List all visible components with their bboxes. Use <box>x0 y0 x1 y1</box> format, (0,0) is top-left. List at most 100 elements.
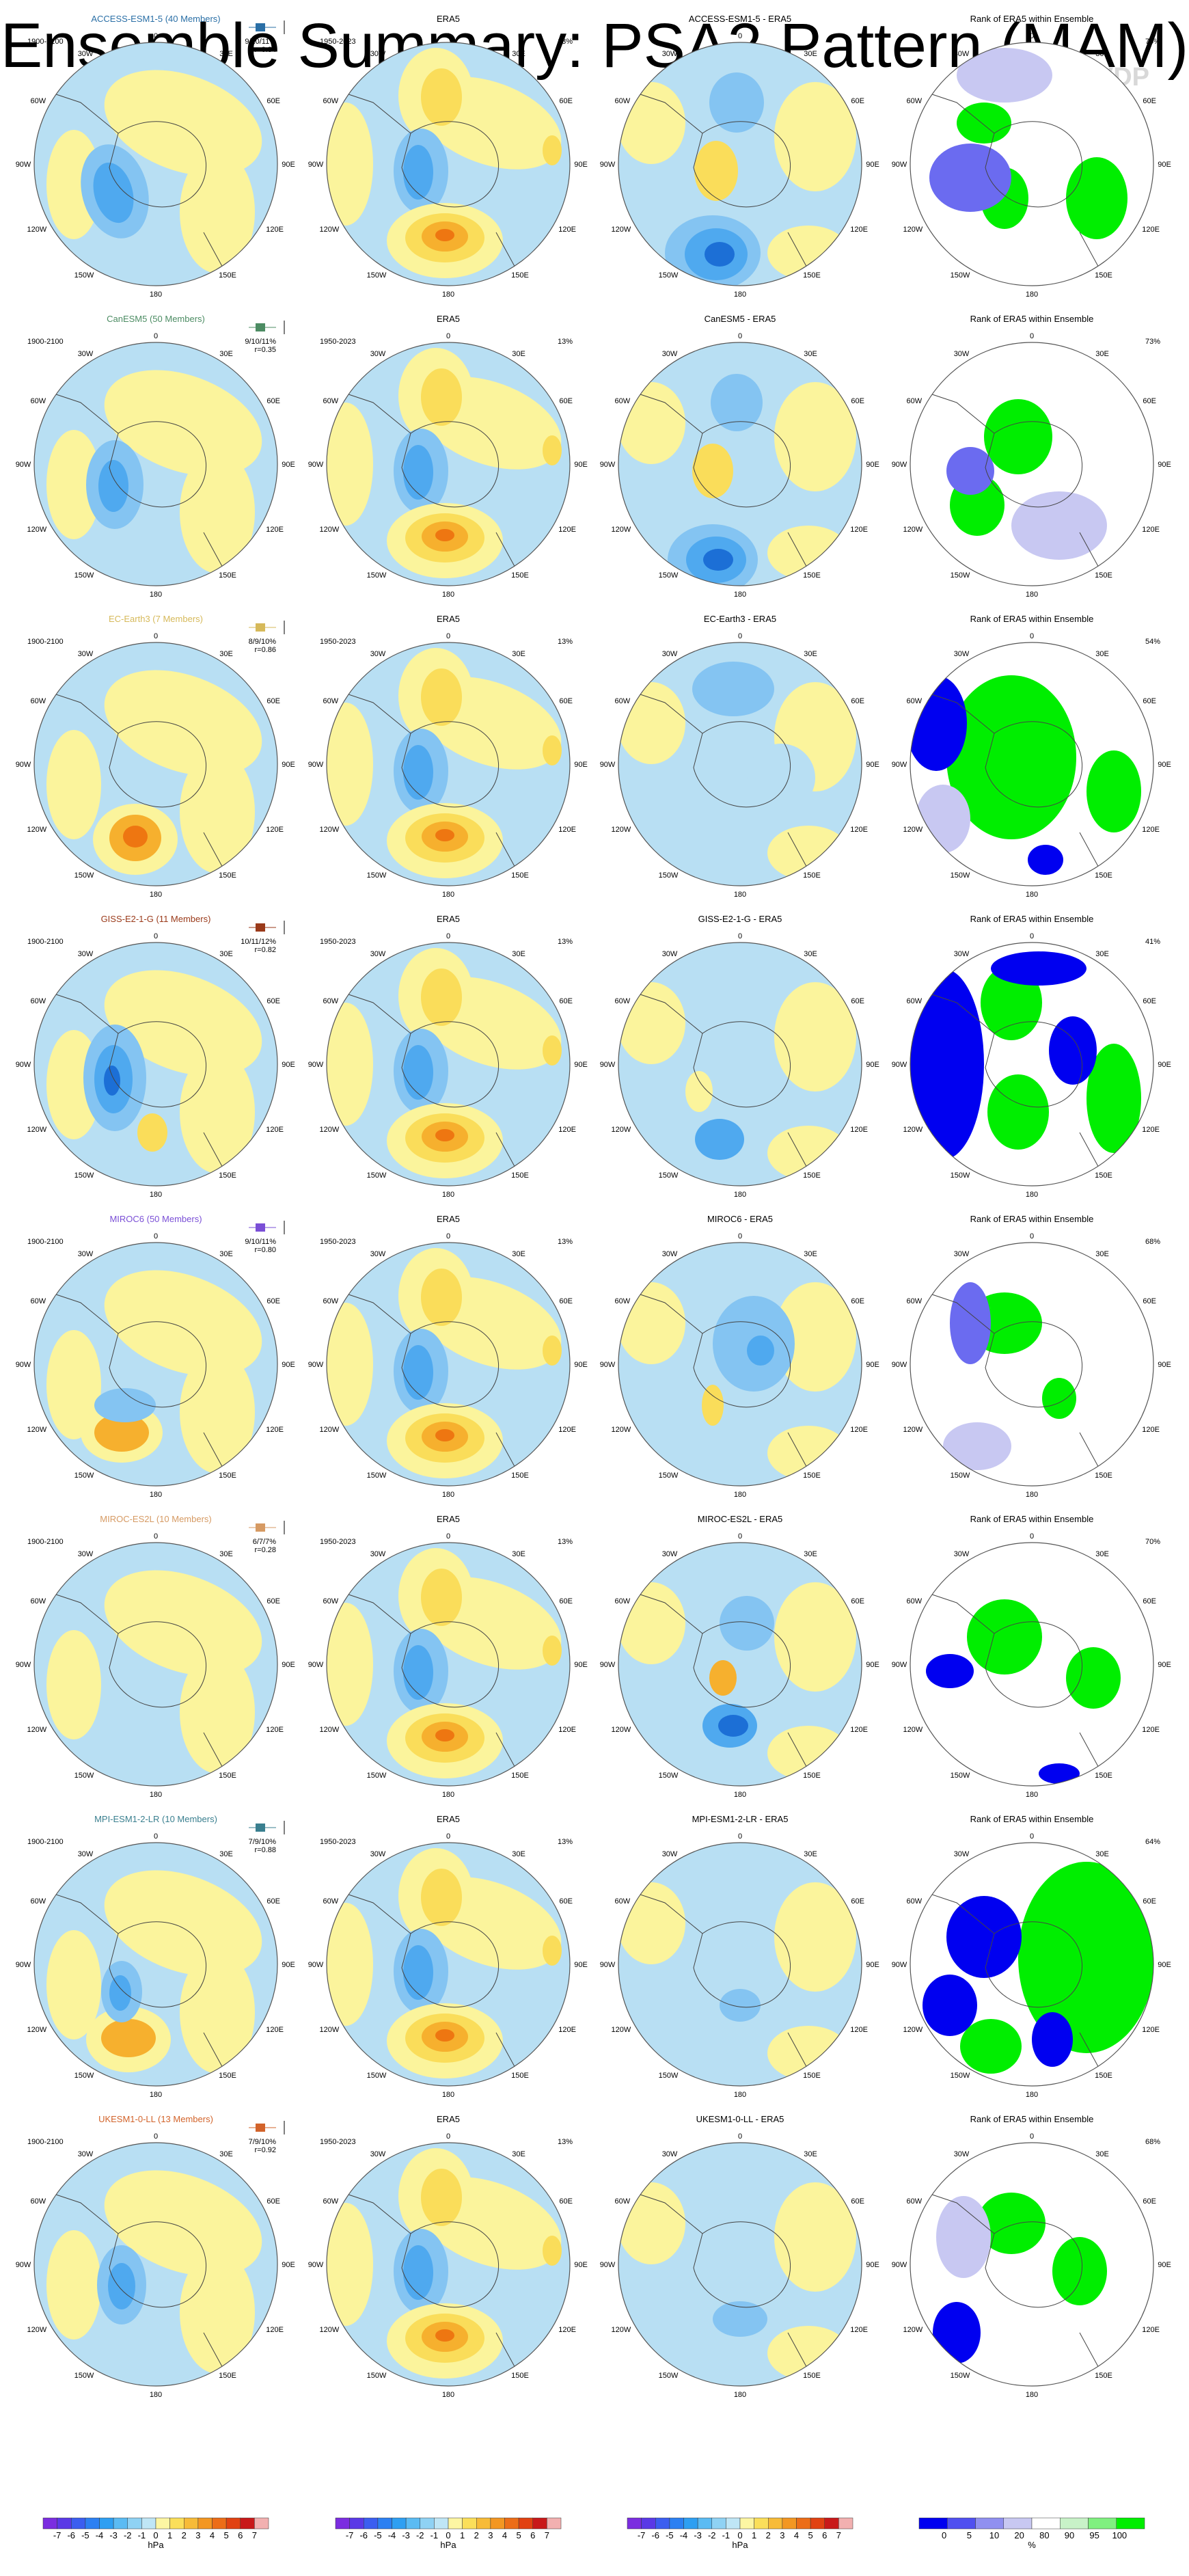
lon-label-150e: 150E <box>511 2072 529 2080</box>
lon-label-120e: 120E <box>558 2326 576 2334</box>
lon-label-90e: 90E <box>866 1661 879 1669</box>
continent-edge-line <box>787 1432 809 1471</box>
rank-region <box>984 399 1052 474</box>
colorbar-swatch <box>504 2517 519 2530</box>
rank-region <box>977 2193 1046 2254</box>
coastline <box>693 721 791 808</box>
colorbar-swatch <box>99 2517 114 2530</box>
era5-period: 1950-2023 <box>320 1838 356 1846</box>
contour-region <box>435 1729 454 1741</box>
difference-panel-title: EC-Earth3 - ERA5 <box>704 614 776 624</box>
colorbar-swatch <box>726 2517 741 2530</box>
lon-label-30w: 30W <box>662 1250 678 1258</box>
contour-region <box>403 445 433 500</box>
continent-edge-line <box>495 1432 517 1471</box>
lon-label-60e: 60E <box>1143 1897 1156 1906</box>
lon-label-90e: 90E <box>1158 1961 1171 1969</box>
model-period: 1900-2100 <box>27 1238 64 1246</box>
lon-label-bottom: 180 <box>1026 591 1038 599</box>
lon-label-60e: 60E <box>851 1897 864 1906</box>
continent-edge-line <box>203 232 225 271</box>
lon-label-30w: 30W <box>954 1850 970 1858</box>
lon-label-120e: 120E <box>850 1726 868 1734</box>
rank-region <box>1086 750 1141 832</box>
contour-region <box>692 444 733 498</box>
coastline <box>401 421 499 508</box>
map-boundary <box>910 42 1154 286</box>
lon-label-60w: 60W <box>907 697 922 705</box>
colorbar-swatch <box>532 2517 547 2530</box>
lon-label-90w: 90W <box>892 1961 907 1969</box>
lon-label-30e: 30E <box>804 1550 817 1558</box>
colorbar-tick-label: -5 <box>81 2530 90 2540</box>
lon-label-60w: 60W <box>615 1597 631 1605</box>
lon-label-60w: 60W <box>323 997 339 1005</box>
era5-period: 1950-2023 <box>320 338 356 346</box>
continent-edge-line <box>495 232 517 271</box>
lon-label-150w: 150W <box>74 871 94 880</box>
spread-box <box>256 323 265 331</box>
lon-label-150e: 150E <box>219 2072 236 2080</box>
lon-label-150w: 150W <box>659 871 679 880</box>
positive-region <box>46 430 101 539</box>
lon-label-150e: 150E <box>803 2372 821 2380</box>
continent-edge-line <box>203 1432 225 1471</box>
rank-region <box>916 785 970 853</box>
lon-label-120w: 120W <box>903 2026 922 2034</box>
lon-label-top: 0 <box>738 1532 742 1541</box>
map-panel: 0 180 30W 30E 60W 60E 90W 90E 120W 120E 150W 150E MI… <box>16 1514 295 1799</box>
era5-panel-title: ERA5 <box>437 14 460 24</box>
positive-region <box>618 1282 685 1364</box>
positive-region <box>774 1282 856 1392</box>
lon-label-150e: 150E <box>803 271 821 280</box>
lon-label-30w: 30W <box>662 1550 678 1558</box>
colorbar-tick-label: -3 <box>694 2530 702 2540</box>
lon-label-60w: 60W <box>31 697 46 705</box>
colorbar-swatch <box>169 2517 184 2530</box>
map-panel: 0 180 30W 30E 60W 60E 90W 90E 120W 120E 150W 150E MI… <box>16 1214 295 1499</box>
map-panel: 0 180 30W 30E 60W 60E 90W 90E 120W 120E 150W 150E MP… <box>16 1814 295 2099</box>
lon-label-30w: 30W <box>954 1250 970 1258</box>
lon-label-30e: 30E <box>512 1850 525 1858</box>
rank-panel-title: Rank of ERA5 within Ensemble <box>970 314 1094 324</box>
map-panel: 0 180 30W 30E 60W 60E 90W 90E 120W 120E 150W 150E Ra… <box>892 314 1171 599</box>
lon-label-60e: 60E <box>266 2197 280 2206</box>
era5-variance-pct: 13% <box>558 1238 573 1246</box>
colorbar-swatch <box>810 2517 825 2530</box>
contour-region <box>94 1388 156 1422</box>
map-panel: 0 180 30W 30E 60W 60E 90W 90E 120W 120E 150W 150E Ca… <box>16 314 295 599</box>
map-field <box>618 1243 862 1486</box>
colorbar-swatch <box>184 2517 199 2530</box>
era5-period: 1950-2023 <box>320 1238 356 1246</box>
map-field <box>910 943 1153 1186</box>
map-boundary <box>33 342 278 586</box>
lon-label-90e: 90E <box>866 461 879 469</box>
contour-region <box>435 829 454 841</box>
contour-region <box>695 1119 744 1160</box>
map-panel: 0 180 30W 30E 60W 60E 90W 90E 120W 120E 150W 150E ER… <box>308 14 588 299</box>
lon-label-60w: 60W <box>907 1597 922 1605</box>
lon-label-bottom: 180 <box>442 891 454 899</box>
continent-edge-line <box>787 2332 809 2371</box>
lon-label-120w: 120W <box>27 2326 46 2334</box>
lon-label-bottom: 180 <box>442 1791 454 1799</box>
rank-region <box>1028 845 1063 875</box>
lon-label-90w: 90W <box>16 761 31 769</box>
spread-box <box>256 23 265 31</box>
lon-label-120e: 120E <box>1142 1426 1160 1434</box>
contour-region <box>435 529 454 541</box>
lon-label-30e: 30E <box>219 350 233 358</box>
model-period: 1900-2100 <box>27 938 64 946</box>
colorbar-swatch <box>1060 2517 1089 2530</box>
lon-label-60e: 60E <box>1143 1597 1156 1605</box>
era5-panel-title: ERA5 <box>437 1214 460 1224</box>
map-panel: 0 180 30W 30E 60W 60E 90W 90E 120W 120E 150W 150E ER… <box>308 614 588 899</box>
contour-region <box>543 135 562 165</box>
coastline <box>985 121 1082 208</box>
lon-label-bottom: 180 <box>1026 1791 1038 1799</box>
contour-region <box>104 1066 120 1096</box>
lon-label-top: 0 <box>154 1232 158 1240</box>
contour-region <box>524 1310 543 1351</box>
map-panel: 0 180 30W 30E 60W 60E 90W 90E 120W 120E 150W 150E EC… <box>600 614 879 899</box>
lon-label-90e: 90E <box>574 161 588 169</box>
